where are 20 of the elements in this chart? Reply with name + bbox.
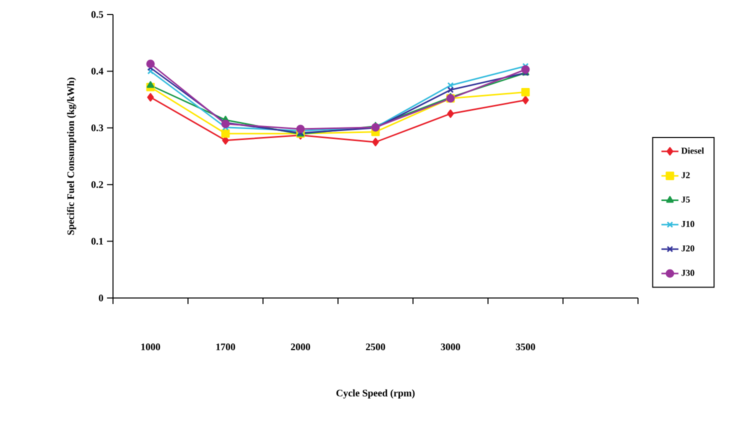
- y-tick-label: 0: [98, 294, 104, 302]
- x-tick-label: 2500: [366, 344, 386, 350]
- y-tick-label: 0.3: [91, 124, 104, 132]
- y-tick-label: 0.1: [91, 238, 103, 245]
- y-axis-title: Specific Fuel Consumption (kg/kWh): [66, 78, 76, 235]
- x-tick-label: 2000: [290, 344, 310, 350]
- x-tick-label: 3500: [516, 344, 536, 350]
- legend-label: Diesel: [681, 147, 704, 154]
- x-tick-label: 3000: [440, 344, 460, 350]
- y-tick-label: 0.4: [91, 68, 104, 75]
- legend-label: J10: [682, 220, 694, 227]
- x-axis-title: Cycle Speed (rpm): [336, 389, 415, 398]
- legend-label: J5: [682, 196, 690, 203]
- y-tick-label: 0.5: [91, 11, 104, 18]
- legend-label: J2: [682, 172, 690, 178]
- y-tick-label: 0.2: [91, 181, 104, 188]
- legend-label: J30: [682, 270, 694, 276]
- x-tick-label: 1000: [141, 344, 160, 350]
- x-tick-label: 1700: [216, 344, 236, 350]
- legend-label: J20: [682, 245, 694, 252]
